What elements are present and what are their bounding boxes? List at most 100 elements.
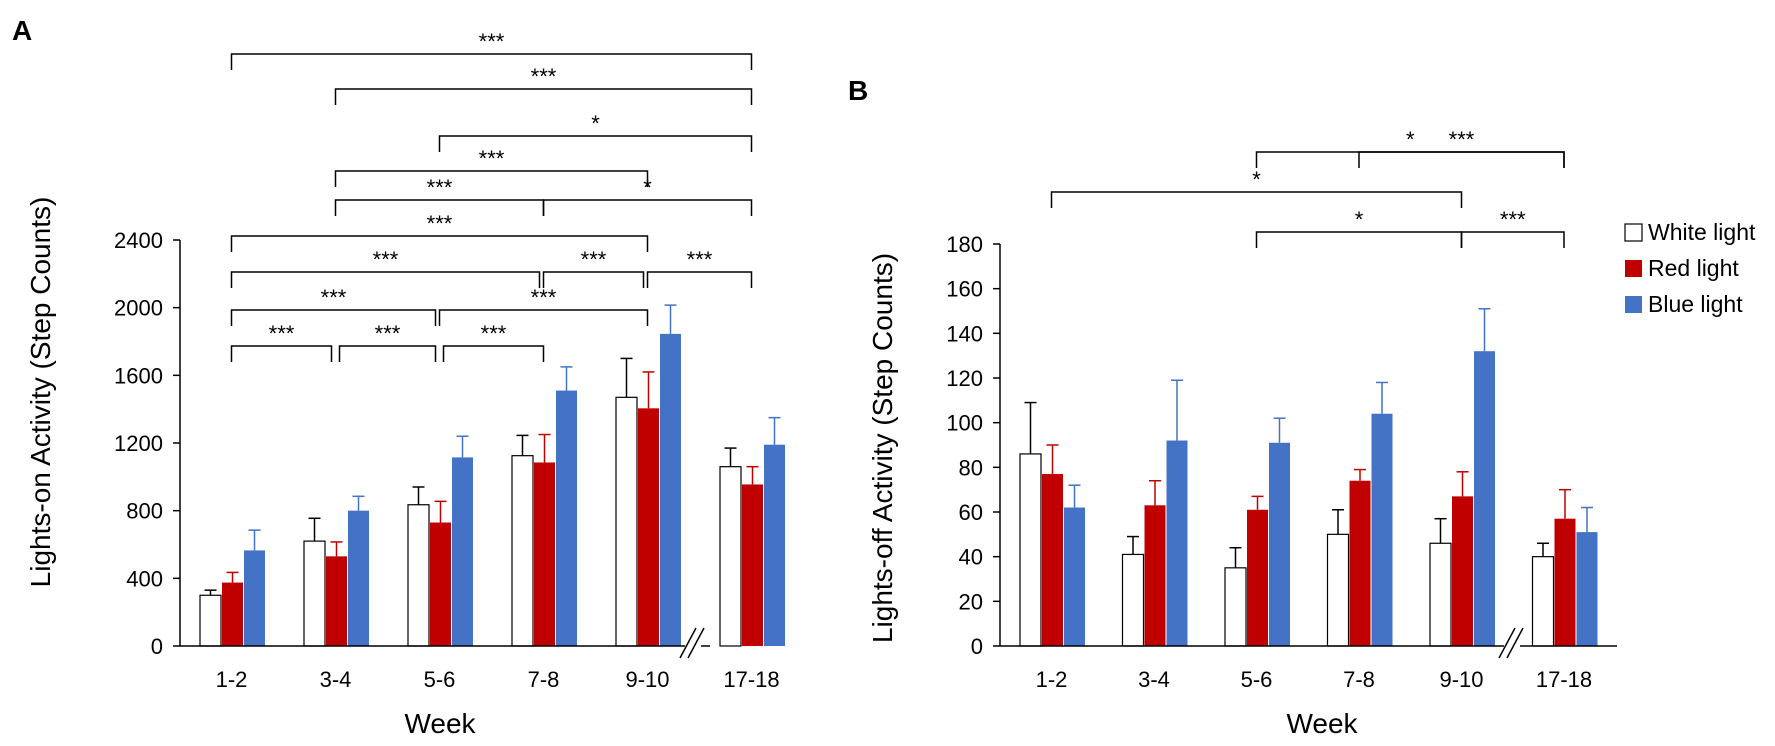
- panel-a-significance-brackets: *** *** ****** ****** *** ********* **********…: [230, 29, 753, 362]
- y-tick-label: 100: [946, 411, 983, 436]
- y-tick-label: 800: [126, 499, 163, 524]
- bar-blue-light-17-18: [1576, 532, 1598, 646]
- significance-bracket: [542, 199, 753, 216]
- panel-b-axes: [999, 244, 1617, 660]
- significance-label: ***: [531, 285, 557, 310]
- y-tick-label: 40: [959, 545, 983, 570]
- bar-blue-light-17-18: [764, 444, 785, 646]
- bar-blue-light-1-2: [1064, 507, 1085, 646]
- bar-white-light-9-10: [1429, 542, 1452, 647]
- bar-red-light-5-6: [430, 522, 451, 646]
- axis-break-mark: [687, 627, 705, 659]
- significance-label: ***: [321, 285, 347, 310]
- bar-red-light-5-6: [1247, 509, 1268, 646]
- y-tick-label: 1600: [114, 363, 163, 388]
- y-tick-label: 120: [946, 366, 983, 391]
- x-tick-label: 7-8: [1343, 667, 1375, 692]
- significance-label: ***: [531, 64, 557, 89]
- y-tick-label: 80: [959, 455, 983, 480]
- panel-b-bars: [1019, 351, 1598, 647]
- significance-bracket: [1050, 191, 1463, 208]
- bar-red-light-3-4: [326, 556, 347, 646]
- significance-label: ***: [479, 29, 505, 54]
- significance-bracket: [442, 345, 545, 362]
- x-tick-label: 3-4: [1138, 667, 1170, 692]
- bar-blue-light-9-10: [660, 333, 681, 646]
- panel-b-x-ticks: 1-2 3-4 5-6 7-8 9-10 17-18: [1036, 667, 1593, 692]
- bar-blue-light-3-4: [1166, 440, 1188, 646]
- axis-break-mark: [679, 627, 697, 659]
- significance-label: ***: [581, 247, 607, 272]
- bar-blue-light-3-4: [348, 510, 369, 646]
- x-tick-label: 17-18: [723, 667, 779, 692]
- bar-white-light-7-8: [511, 455, 534, 647]
- significance-label: ***: [427, 211, 453, 236]
- axis-break-mark: [1506, 627, 1524, 659]
- panel-a-x-ticks: 1-2 3-4 5-6 7-8 9-10 17-18: [216, 667, 780, 692]
- legend-label-red-light: Red light: [1648, 255, 1739, 281]
- bar-white-light-5-6: [1224, 567, 1247, 647]
- x-tick-label: 17-18: [1536, 667, 1592, 692]
- panel-a-bars: [199, 333, 785, 647]
- significance-label: ***: [375, 321, 401, 346]
- significance-bracket: [230, 235, 649, 252]
- panel-b-letter: B: [848, 75, 868, 106]
- panel-a-axes: [179, 240, 710, 660]
- panel-b-significance-brackets: * ********: [1050, 127, 1565, 248]
- significance-bracket: [230, 271, 541, 288]
- legend-swatch-red-light: [1625, 260, 1642, 277]
- legend-swatch-white-light: [1624, 223, 1643, 242]
- significance-label: *: [1406, 127, 1415, 152]
- bar-red-light-9-10: [638, 408, 659, 646]
- bar-blue-light-9-10: [1474, 351, 1495, 646]
- axis-break-gap: [1504, 630, 1520, 660]
- significance-bracket: [1460, 231, 1565, 248]
- bar-white-light-17-18: [1531, 556, 1555, 647]
- y-tick-label: 180: [946, 232, 983, 257]
- significance-label: ***: [687, 247, 713, 272]
- bar-white-light-1-2: [1019, 453, 1042, 647]
- significance-bracket: [230, 309, 437, 326]
- y-tick-label: 2400: [114, 228, 163, 253]
- y-tick-label: 1200: [114, 431, 163, 456]
- bar-red-light-17-18: [1554, 518, 1576, 646]
- panel-b-x-axis-title: Week: [1286, 708, 1358, 739]
- y-tick-label: 60: [959, 500, 983, 525]
- significance-label: ***: [1500, 207, 1526, 232]
- bar-red-light-1-2: [1042, 474, 1063, 646]
- significance-label: ***: [427, 175, 453, 200]
- x-tick-label: 7-8: [528, 667, 560, 692]
- panel-a: A 0 400 800 1200 1600 2000 2400 1-2 3-4 5-6 7-8 9-…: [12, 15, 785, 739]
- significance-label: ***: [1449, 127, 1475, 152]
- y-tick-label: 0: [971, 634, 983, 659]
- y-tick-label: 400: [126, 566, 163, 591]
- significance-bracket: [542, 271, 645, 288]
- significance-bracket: [230, 53, 753, 70]
- significance-label: ***: [269, 321, 295, 346]
- panel-b: B 0 20 40 60 80 100 120 140 160 180 1-2 3-4 5-6 7-8 9…: [848, 75, 1617, 739]
- panel-a-y-axis-title: Lights-on Activity (Step Counts): [25, 197, 56, 588]
- legend-swatch-blue-light: [1625, 296, 1642, 313]
- bar-red-light-1-2: [222, 582, 243, 646]
- significance-bracket: [1255, 151, 1565, 168]
- legend-label-blue-light: Blue light: [1648, 291, 1743, 317]
- bar-white-light-5-6: [407, 504, 430, 647]
- bar-white-light-1-2: [199, 594, 222, 647]
- axis-break-gap: [685, 630, 701, 660]
- bar-white-light-3-4: [1121, 553, 1145, 647]
- x-tick-label: 1-2: [1036, 667, 1068, 692]
- panel-a-error-bars: [204, 304, 781, 596]
- x-tick-label: 9-10: [625, 667, 669, 692]
- significance-bracket: [334, 170, 649, 187]
- significance-bracket: [1255, 231, 1463, 248]
- significance-bracket: [646, 271, 753, 288]
- significance-label: ***: [479, 146, 505, 171]
- legend-label-white-light: White light: [1648, 219, 1756, 245]
- significance-bracket: [438, 309, 649, 326]
- panel-b-y-ticks: 0 20 40 60 80 100 120 140 160 180: [946, 232, 1000, 659]
- bar-white-light-17-18: [719, 466, 742, 647]
- bar-blue-light-1-2: [244, 550, 265, 646]
- y-tick-label: 160: [946, 277, 983, 302]
- significance-bracket: [230, 345, 333, 362]
